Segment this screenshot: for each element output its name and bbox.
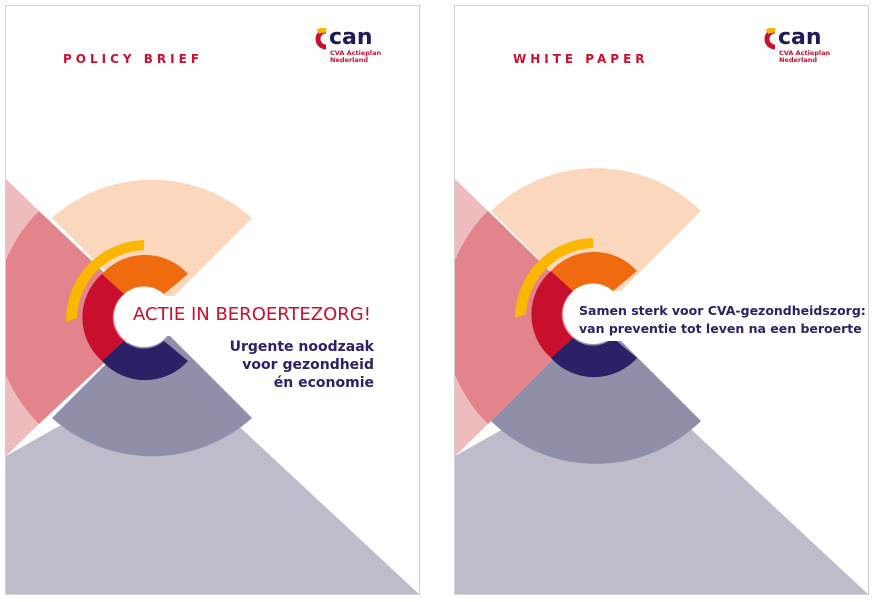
yellow-arc (65, 240, 144, 322)
policy-brief-cover[interactable]: POLICY BRIEF can CVA Actieplan Nederland… (5, 5, 420, 595)
grey-blue-sector (52, 318, 252, 457)
center-hole (563, 284, 623, 344)
grey-blue-sector (491, 316, 701, 464)
white-paper-cover[interactable]: WHITE PAPER can CVA Actieplan Nederland … (454, 5, 869, 595)
can-logo-mark-icon (315, 28, 327, 50)
kicker-label: POLICY BRIEF (63, 52, 204, 66)
navy-arc (102, 341, 188, 381)
cover-title: ACTIE IN BEROERTEZORG! (133, 304, 371, 325)
orange-arc (551, 251, 637, 291)
can-logo: can CVA Actieplan Nederland (762, 27, 834, 67)
cover-graphic (6, 179, 419, 594)
can-logo: can CVA Actieplan Nederland (313, 27, 385, 67)
cover-graphic (455, 168, 868, 594)
cover-title-line-2: van preventie tot leven na een beroerte (579, 321, 862, 336)
logo-line-1: CVA Actieplan (779, 49, 831, 57)
kicker-label: WHITE PAPER (513, 52, 649, 66)
logo-line-2: Nederland (330, 56, 369, 64)
pink-sector (6, 211, 152, 424)
red-arc (531, 271, 573, 358)
cover-subtitle-line-1: Urgente noodzaak (229, 339, 374, 355)
logo-line-1: CVA Actieplan (330, 49, 382, 57)
cover-subtitle-line-2: voor gezondheid (242, 357, 374, 373)
logo-word: can (778, 25, 822, 50)
orange-arc (102, 254, 188, 294)
navy-arc (551, 338, 637, 378)
logo-line-2: Nederland (779, 56, 818, 64)
can-logo-mark-icon (764, 28, 776, 50)
peach-sector (52, 179, 252, 318)
red-arc (82, 274, 124, 361)
logo-word: can (329, 25, 373, 50)
cover-title-line-1: Samen sterk voor CVA-gezondheidszorg: (579, 303, 866, 318)
peach-sector (491, 168, 701, 316)
title-plate (579, 291, 868, 341)
title-plate (130, 296, 419, 336)
yellow-arc (515, 238, 593, 318)
pink-sector (455, 211, 596, 424)
center-hole (114, 287, 174, 347)
cover-subtitle-line-3: én economie (273, 375, 374, 391)
